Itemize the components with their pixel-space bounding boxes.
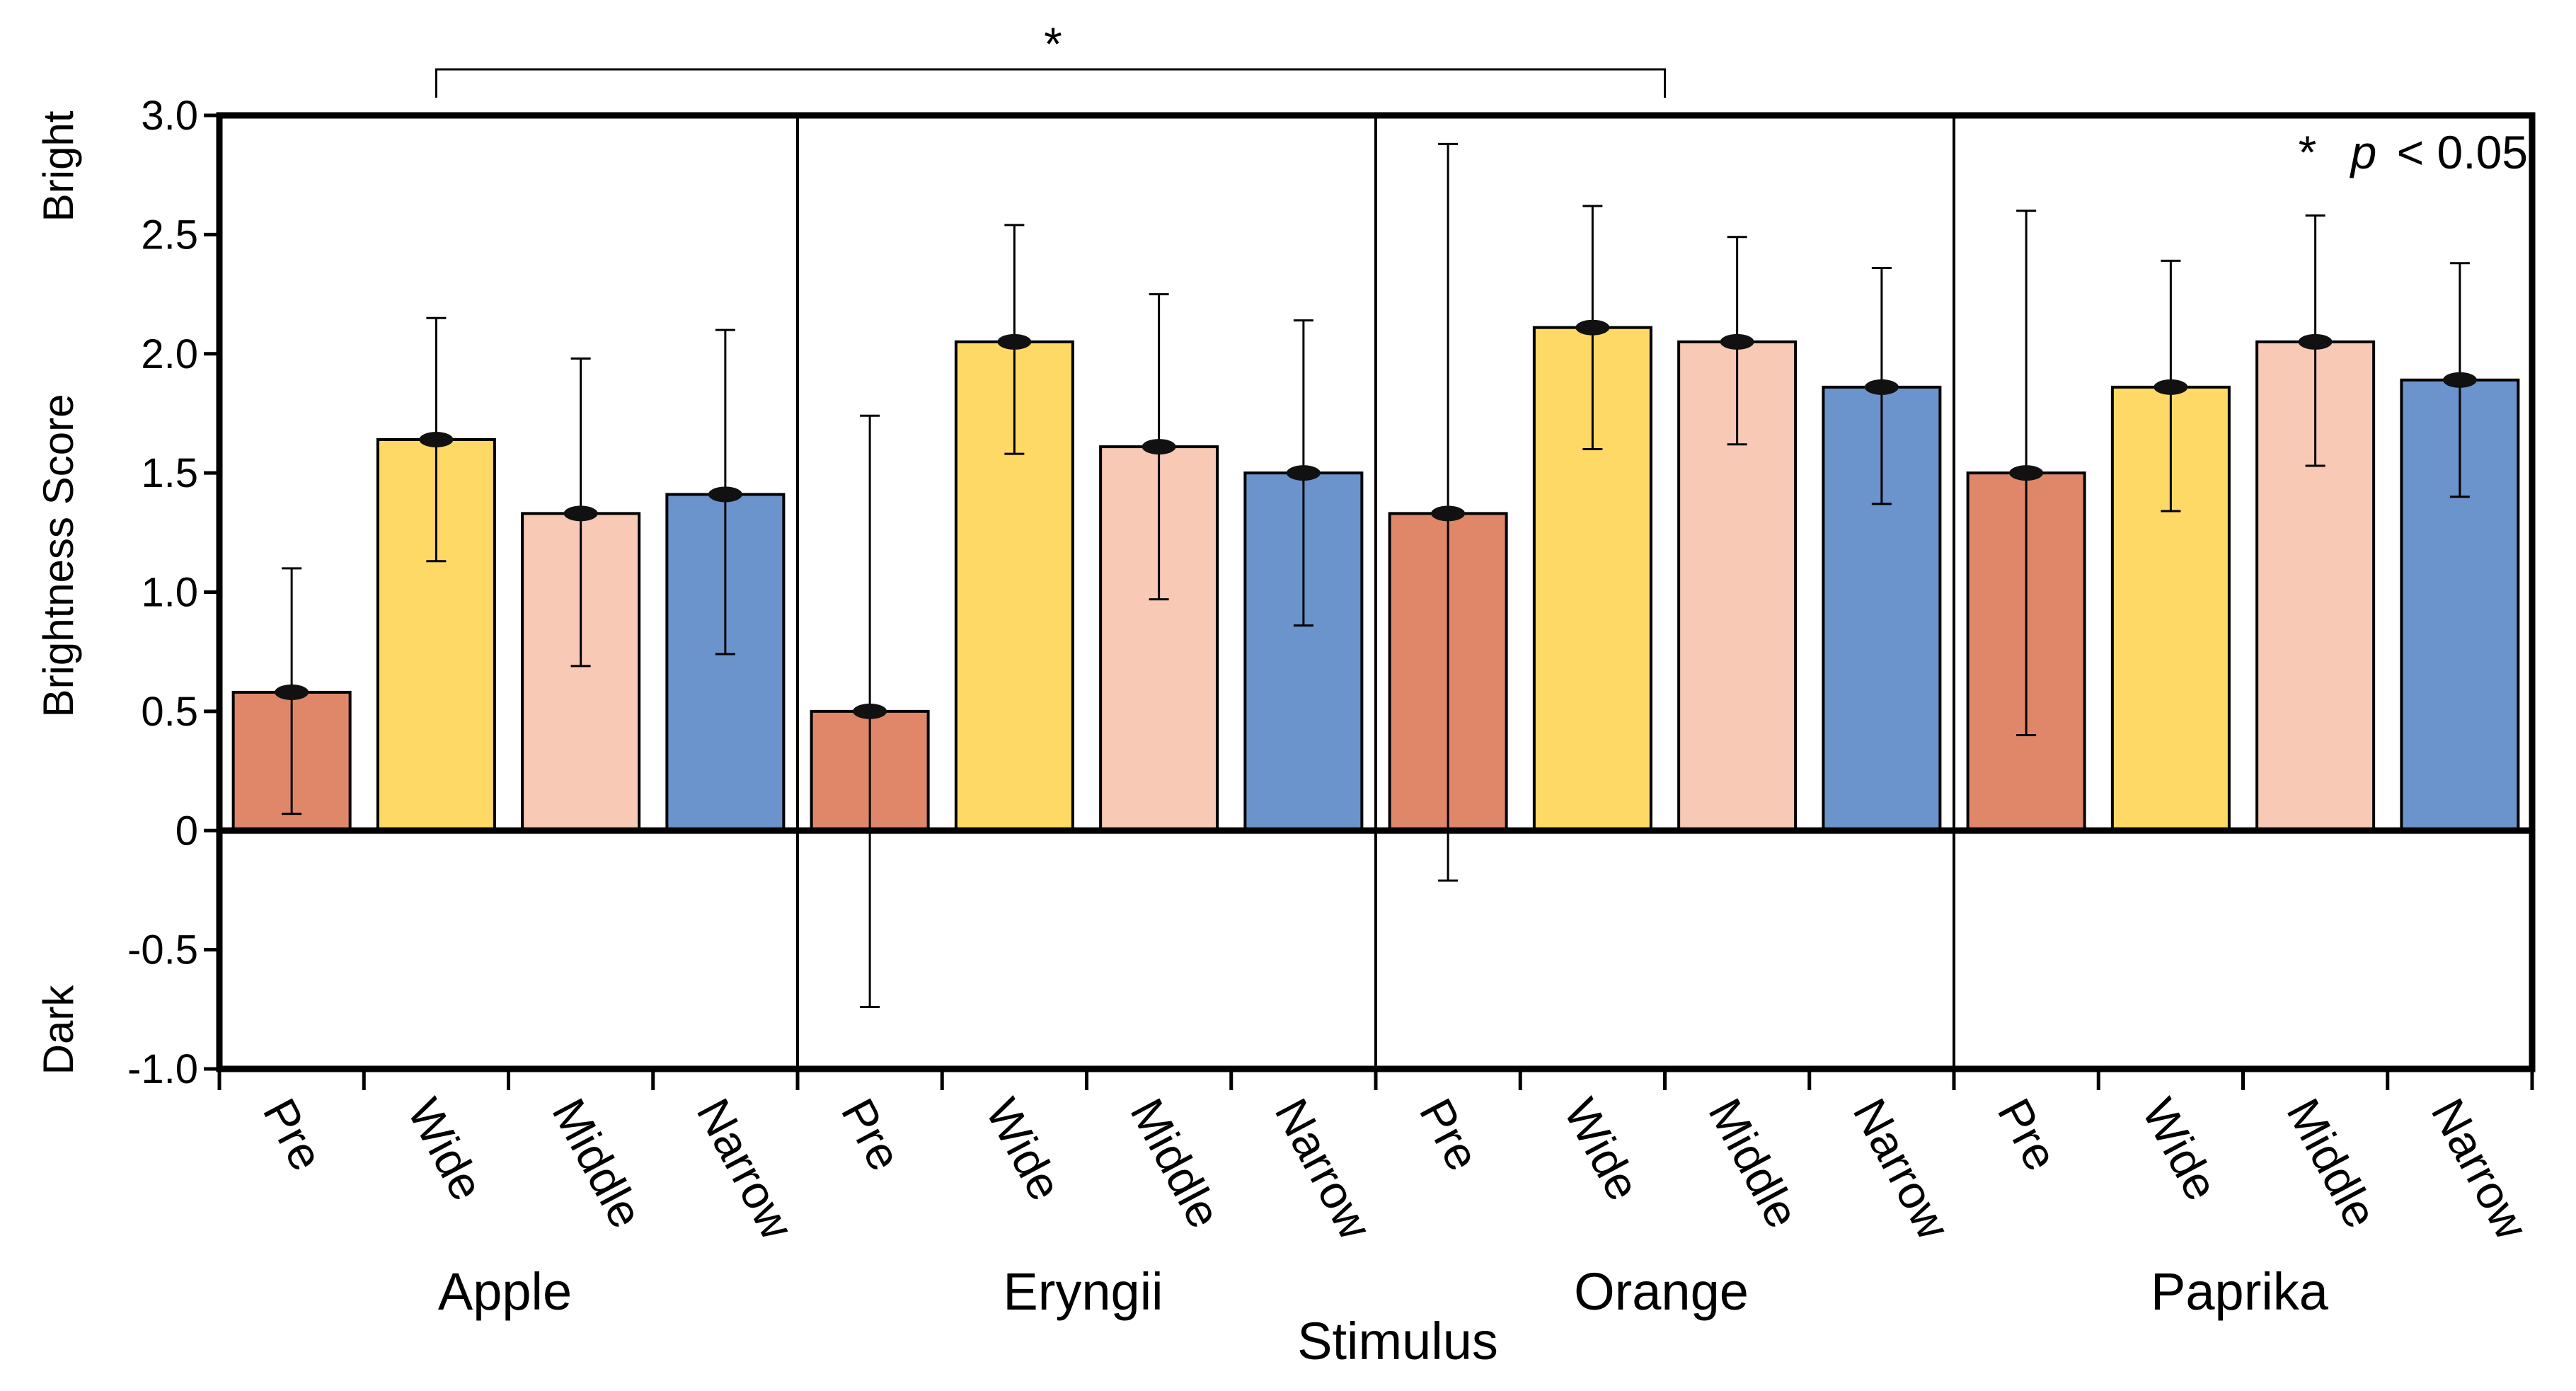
category-label: Wide	[398, 1090, 494, 1209]
category-label: Middle	[1698, 1090, 1810, 1236]
mean-marker	[2009, 465, 2044, 481]
legend-note: * p < 0.05	[2299, 126, 2528, 178]
mean-marker	[1142, 439, 1176, 455]
category-label: Wide	[2132, 1090, 2229, 1209]
category-label: Middle	[1120, 1090, 1231, 1236]
category-label: Middle	[542, 1090, 653, 1236]
category-label: Wide	[976, 1090, 1072, 1209]
group-label-orange: Orange	[1574, 1262, 1749, 1321]
category-label: Pre	[1988, 1090, 2069, 1179]
y-tick-label: 2.5	[141, 212, 198, 258]
mean-marker	[1864, 379, 1899, 395]
category-label: Narrow	[2422, 1090, 2538, 1248]
legend-note-star: *	[2299, 126, 2317, 178]
y-tick-label: 1.0	[141, 570, 198, 616]
y-tick-label: 3.0	[141, 93, 198, 139]
group-label-eryngii: Eryngii	[1003, 1262, 1163, 1321]
mean-marker	[2154, 379, 2188, 395]
y-label-dark: Dark	[35, 985, 82, 1075]
mean-marker	[563, 505, 598, 522]
category-label: Middle	[2277, 1090, 2388, 1236]
significance-bracket-line	[435, 68, 1666, 98]
y-tick-label: 1.5	[141, 450, 198, 496]
category-label: Pre	[832, 1090, 912, 1179]
mean-marker	[1575, 319, 1610, 336]
x-ticks: Pre Wide Middle Narrow Apple Pre Wide Middle Nar…	[217, 1069, 2538, 1321]
group-dividers	[796, 115, 1955, 1069]
y-ticks: 3.0 2.5 2.0 1.5 1.0 0.5 0 -0.5 -1.0	[127, 93, 219, 1092]
category-label: Wide	[1554, 1090, 1650, 1209]
mean-marker	[1286, 465, 1321, 481]
category-label: Pre	[1410, 1090, 1490, 1179]
y-tick-label: 0	[176, 808, 198, 854]
mean-marker	[853, 703, 887, 719]
category-label: Narrow	[1265, 1090, 1382, 1248]
mean-marker	[1431, 505, 1466, 522]
x-axis-title: Stimulus	[1297, 1312, 1498, 1370]
significance-bracket: *	[435, 18, 1666, 98]
y-tick-label: 2.0	[141, 331, 198, 377]
group-label-paprika: Paprika	[2151, 1262, 2329, 1321]
category-label: Narrow	[687, 1090, 804, 1248]
category-label: Pre	[253, 1090, 334, 1179]
mean-marker	[997, 333, 1032, 350]
y-tick-label: -1.0	[127, 1046, 198, 1092]
error-bars	[275, 142, 2477, 1008]
y-tick-label: 0.5	[141, 689, 198, 735]
category-label: Narrow	[1844, 1090, 1960, 1248]
y-axis-title: Brightness Score	[35, 394, 82, 718]
mean-marker	[2442, 372, 2477, 388]
mean-marker	[2298, 333, 2333, 350]
mean-marker	[275, 684, 309, 700]
mean-marker	[419, 431, 454, 447]
y-tick-label: -0.5	[127, 927, 198, 973]
group-label-apple: Apple	[438, 1262, 572, 1321]
y-label-bright: Bright	[35, 110, 82, 222]
mean-marker	[1720, 333, 1754, 350]
legend-note-text: < 0.05	[2397, 126, 2528, 178]
legend-note-p: p	[2350, 126, 2377, 178]
significance-star: *	[1044, 18, 1062, 70]
mean-marker	[708, 486, 742, 503]
